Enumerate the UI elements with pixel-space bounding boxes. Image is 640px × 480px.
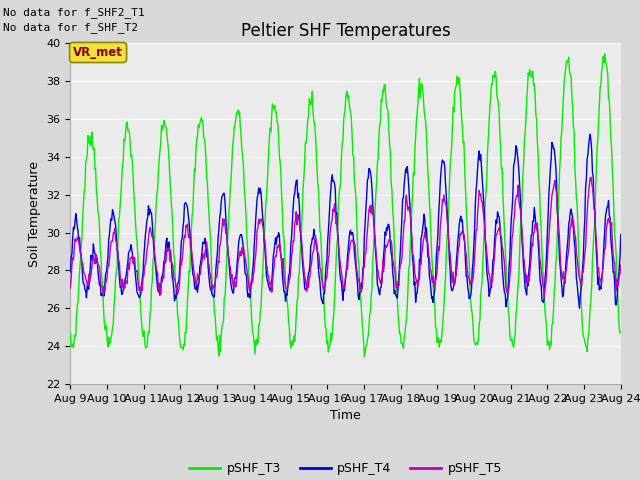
pSHF_T4 [77, 249, 84, 255]
pSHF_T3 [360, 354, 368, 360]
pSHF_T5 [617, 262, 625, 268]
pSHF_T5 [189, 260, 196, 266]
pSHF_T4 [586, 132, 594, 137]
pSHF_T5 [67, 285, 74, 291]
Text: VR_met: VR_met [73, 46, 123, 59]
pSHF_T4 [189, 272, 196, 277]
pSHF_T5 [413, 278, 420, 284]
pSHF_T3 [429, 287, 437, 292]
pSHF_T4 [413, 290, 420, 296]
Title: Peltier SHF Temperatures: Peltier SHF Temperatures [241, 22, 451, 40]
pSHF_T3 [67, 330, 74, 336]
pSHF_T5 [218, 226, 226, 231]
Line: pSHF_T3: pSHF_T3 [70, 54, 621, 357]
pSHF_T3 [218, 324, 226, 330]
pSHF_T3 [77, 258, 84, 264]
Text: No data for f_SHF2_T1: No data for f_SHF2_T1 [3, 7, 145, 18]
X-axis label: Time: Time [330, 409, 361, 422]
pSHF_T3 [601, 51, 609, 57]
Y-axis label: Soil Temperature: Soil Temperature [28, 161, 41, 266]
pSHF_T4 [575, 305, 583, 311]
pSHF_T5 [429, 279, 436, 285]
pSHF_T4 [133, 289, 141, 295]
pSHF_T3 [189, 207, 196, 213]
pSHF_T5 [587, 174, 595, 180]
pSHF_T3 [133, 238, 141, 244]
Legend: pSHF_T3, pSHF_T4, pSHF_T5: pSHF_T3, pSHF_T4, pSHF_T5 [184, 457, 507, 480]
pSHF_T4 [429, 294, 436, 300]
pSHF_T4 [67, 269, 74, 275]
pSHF_T3 [617, 329, 625, 335]
pSHF_T5 [540, 295, 548, 301]
pSHF_T5 [133, 267, 141, 273]
Line: pSHF_T4: pSHF_T4 [70, 134, 621, 308]
pSHF_T4 [218, 193, 226, 199]
pSHF_T4 [617, 231, 625, 237]
pSHF_T5 [77, 250, 84, 255]
pSHF_T3 [413, 109, 421, 115]
Line: pSHF_T5: pSHF_T5 [70, 177, 621, 298]
Text: No data for f_SHF_T2: No data for f_SHF_T2 [3, 22, 138, 33]
